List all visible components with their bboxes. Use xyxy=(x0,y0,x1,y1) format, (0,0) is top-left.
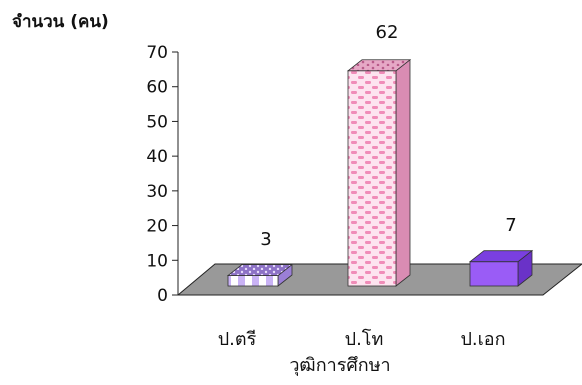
data-label-1: 3 xyxy=(260,229,271,250)
y-tick-label-30: 30 xyxy=(146,182,168,202)
y-tick-label-10: 10 xyxy=(146,251,168,271)
y-axis-title: จำนวน (คน) xyxy=(12,12,109,32)
bar-1 xyxy=(226,263,294,287)
bar-3-top xyxy=(468,250,534,263)
bars-group xyxy=(226,58,534,287)
y-tick-label-70: 70 xyxy=(146,43,168,63)
bar-2-top xyxy=(346,59,412,72)
bar-3 xyxy=(468,249,534,287)
y-tick-label-50: 50 xyxy=(146,112,168,132)
bar-3-front xyxy=(469,261,519,287)
y-tick-label-40: 40 xyxy=(146,147,168,167)
y-axis-ticks: 0 10 20 30 40 50 60 70 xyxy=(146,43,178,306)
bar-2 xyxy=(346,58,412,287)
y-tick-label-0: 0 xyxy=(157,286,168,306)
y-tick-label-20: 20 xyxy=(146,217,168,237)
x-axis-title: วุฒิการศึกษา xyxy=(289,355,390,376)
x-tick-label-3: ป.เอก xyxy=(460,329,505,350)
y-tick-label-60: 60 xyxy=(146,78,168,98)
bar-2-front xyxy=(347,70,397,287)
bar-1-front xyxy=(227,275,279,287)
x-tick-label-2: ป.โท xyxy=(345,328,384,350)
data-label-2: 62 xyxy=(376,22,399,43)
x-tick-label-1: ป.ตรี xyxy=(218,329,257,350)
bar-1-top xyxy=(226,264,294,276)
data-label-3: 7 xyxy=(505,215,516,236)
bar-2-side xyxy=(395,58,411,287)
